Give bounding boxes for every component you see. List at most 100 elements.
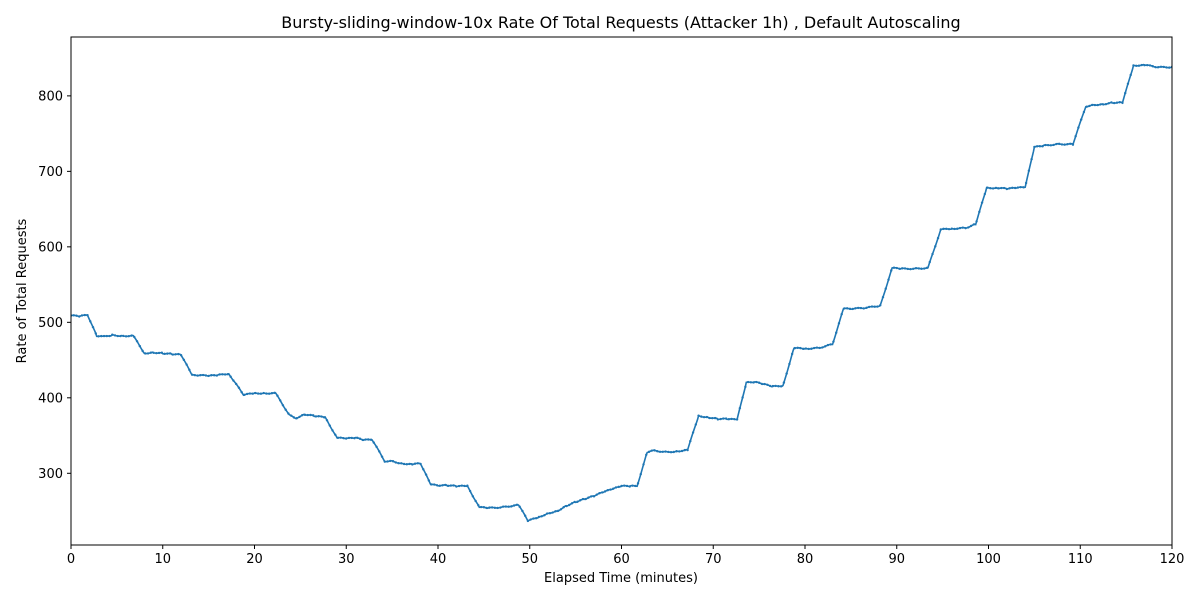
data-point [967,226,970,229]
data-point [697,414,700,417]
data-point [424,473,428,476]
data-point [939,228,942,231]
data-point [920,267,923,270]
data-point [273,391,276,395]
x-tick-label: 50 [521,552,538,567]
data-point [631,484,634,487]
data-point [925,266,929,270]
data-point [713,416,717,420]
data-point [1008,187,1011,190]
data-point [656,449,659,453]
data-point [394,461,397,464]
data-point [980,201,984,204]
y-tick-label: 800 [38,89,63,104]
x-tick-label: 100 [976,552,1001,567]
data-point [364,438,367,441]
data-point [1121,101,1124,105]
data-point [1135,64,1138,67]
data-point [306,413,309,417]
data-point [898,267,901,270]
data-point [975,220,978,223]
data-point [768,384,772,388]
data-point [507,505,510,508]
data-point [89,320,92,323]
data-point [133,335,136,339]
data-point [835,331,838,334]
x-tick-label: 110 [1068,552,1093,567]
data-point [298,415,301,419]
data-point [556,509,560,513]
data-point [433,483,436,486]
data-point [149,351,153,354]
data-point [917,267,920,270]
x-tick-label: 20 [246,552,263,567]
data-point [837,322,841,325]
data-point [1146,63,1149,67]
data-point [774,384,777,388]
data-point [1085,105,1088,108]
data-point [188,368,191,372]
data-point [1030,157,1033,161]
data-point [152,351,155,354]
data-point [119,334,122,338]
data-point [691,431,695,434]
data-point [179,354,183,357]
data-point [1066,143,1069,146]
data-point [1057,142,1061,146]
data-point [166,352,169,355]
data-point [251,392,254,395]
data-point [934,245,937,248]
data-point [680,449,684,453]
data-point [1041,145,1044,148]
data-point [144,352,147,355]
data-point [540,515,543,518]
data-point [1068,142,1072,145]
y-tick-label: 400 [38,391,63,406]
data-point [1126,82,1130,85]
data-point [452,484,455,487]
data-point [617,485,620,489]
data-point [1035,145,1039,148]
data-point [661,450,664,453]
data-point [72,314,75,317]
data-point [477,504,480,507]
data-point [537,515,541,519]
data-point [446,484,450,488]
data-point [510,505,513,508]
data-point [757,381,761,384]
data-point [1013,186,1017,190]
data-point [157,351,161,355]
data-point [529,518,532,521]
data-point [807,347,810,351]
data-point [634,484,637,488]
data-point [950,227,953,230]
data-point [840,313,843,316]
plot-frame [70,36,1173,546]
data-point [422,468,425,471]
data-point [444,483,447,487]
data-point [521,509,524,513]
data-point [474,499,477,503]
data-point [906,267,909,271]
data-point [1016,186,1020,189]
data-point [391,460,395,463]
data-point [259,392,263,395]
data-point [1082,110,1086,114]
data-point [237,386,241,389]
data-point [292,416,296,419]
y-tick-label: 500 [38,316,63,331]
data-point [405,463,409,466]
data-point [342,436,345,440]
data-point [1002,186,1006,190]
data-point [614,486,618,489]
x-tick-label: 80 [797,552,814,567]
data-point [331,429,334,432]
data-point [1129,73,1132,77]
data-point [375,445,378,448]
x-axis-title: Elapsed Time (minutes) [544,571,698,586]
data-point [113,334,117,337]
data-point [383,460,386,463]
x-tick-label: 60 [613,552,630,567]
data-point [862,307,865,310]
